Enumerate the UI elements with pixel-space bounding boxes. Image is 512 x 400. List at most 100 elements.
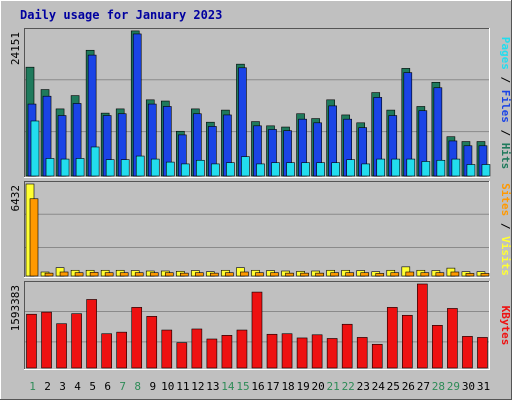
middle-y-max-label: 6432 <box>9 185 22 212</box>
middle-legend: Sites / Visits <box>499 183 512 276</box>
pages-bar <box>105 159 115 177</box>
pages-bar <box>196 159 205 177</box>
kbytes-bar <box>281 333 293 369</box>
files-bar <box>132 33 142 177</box>
x-tick-label-day: 4 <box>74 380 81 393</box>
sites-bar <box>134 272 144 277</box>
middle-legend-part-1: / <box>499 216 512 236</box>
x-tick-label-day: 5 <box>89 380 96 393</box>
top-legend-part-4: Hits <box>499 143 512 170</box>
x-tick-label-day: 3 <box>59 380 66 393</box>
sites-bar <box>480 273 490 277</box>
x-tick-label-day: 29 <box>447 380 460 393</box>
sites-bar <box>300 272 309 277</box>
x-tick-label-day: 31 <box>477 380 490 393</box>
top-y-max-label: 24151 <box>9 32 22 65</box>
sites-bar <box>104 272 114 277</box>
pages-bar <box>120 159 130 177</box>
sites-bar <box>375 273 385 277</box>
x-tick-label-day: 27 <box>417 380 430 393</box>
kbytes-bar <box>462 336 473 369</box>
pages-bar <box>466 164 476 177</box>
kbytes-bar <box>477 337 488 369</box>
x-tick-label-day: 19 <box>296 380 309 393</box>
kbytes-bar <box>236 329 248 369</box>
x-tick-label-day: 12 <box>191 380 204 393</box>
pages-bar <box>90 146 100 177</box>
kbytes-bar <box>341 323 353 369</box>
top-legend-part-2: Files <box>499 90 512 123</box>
middle-legend-part-0: Sites <box>499 183 512 216</box>
x-tick-label-day: 26 <box>402 380 415 393</box>
top-legend: Pages / Files / Hits <box>499 37 512 170</box>
sites-bar <box>44 272 54 277</box>
x-tick-label-day: 25 <box>387 380 400 393</box>
sites-bar <box>450 271 460 277</box>
pages-bar <box>226 162 235 177</box>
pages-bar <box>256 163 265 177</box>
pages-bar <box>451 158 461 177</box>
pages-bar <box>286 162 295 177</box>
x-tick-label-day: 2 <box>44 380 51 393</box>
pages-bar <box>316 162 325 177</box>
sites-bar <box>420 272 430 277</box>
x-tick-label-day: 10 <box>161 380 174 393</box>
kbytes-bar <box>266 333 278 369</box>
top-legend-part-1: / <box>499 70 512 90</box>
x-tick-label-day: 24 <box>372 380 386 393</box>
pages-bar <box>45 158 55 177</box>
pages-bar <box>481 164 491 177</box>
x-tick-label-day: 20 <box>312 380 325 393</box>
pages-bar <box>436 159 446 177</box>
pages-bar <box>346 159 355 177</box>
x-tick-label-day: 18 <box>281 380 294 393</box>
kbytes-bar <box>191 328 203 369</box>
kbytes-bar <box>101 333 112 369</box>
kbytes-bar <box>86 299 97 369</box>
kbytes-bar <box>417 283 428 369</box>
pages-bar <box>165 161 175 177</box>
pages-bar <box>301 162 310 177</box>
x-tick-label-day: 21 <box>327 380 340 393</box>
sites-bar <box>285 272 294 277</box>
x-tick-label-day: 1 <box>29 380 36 393</box>
x-tick-label-day: 9 <box>149 380 156 393</box>
x-tick-label-day: 11 <box>176 380 189 393</box>
sites-bar <box>149 272 159 277</box>
x-tick-label-day: 22 <box>342 380 355 393</box>
x-tick-label-day: 16 <box>251 380 264 393</box>
sites-bar <box>270 272 279 277</box>
sites-bar <box>435 272 445 277</box>
middle-legend-part-2: Visits <box>499 236 512 276</box>
kbytes-bar <box>311 334 323 369</box>
sites-bar <box>74 272 84 277</box>
kbytes-bar <box>251 291 263 369</box>
kbytes-bar <box>221 335 233 369</box>
kbytes-bar <box>296 337 308 369</box>
pages-bar <box>331 162 340 177</box>
kbytes-bar <box>326 338 338 369</box>
sites-bar <box>225 272 234 277</box>
sites-bar <box>360 272 370 277</box>
x-tick-label-day: 7 <box>119 380 126 393</box>
sites-bar <box>465 273 475 277</box>
x-tick-label-day: 13 <box>206 380 219 393</box>
middle-panel-bg <box>24 181 490 278</box>
sites-bar <box>29 198 39 277</box>
chart-panels: 24151 Pages / Files / Hits 6432 Sites / Vis… <box>9 28 512 370</box>
sites-bar <box>345 272 354 277</box>
pages-bar <box>421 161 431 177</box>
sites-bar <box>240 271 249 277</box>
kbytes-bar <box>116 331 127 369</box>
sites-bar <box>405 271 415 277</box>
pages-bar <box>391 158 401 177</box>
kbytes-bar <box>371 343 383 369</box>
chart-title: Daily usage for January 2023 <box>20 8 222 22</box>
kbytes-bar <box>71 313 82 369</box>
sites-bar <box>180 272 189 277</box>
x-tick-label-day: 17 <box>266 380 279 393</box>
x-tick-label-day: 6 <box>104 380 111 393</box>
top-legend-part-0: Pages <box>499 37 512 70</box>
kbytes-bar <box>146 316 158 369</box>
